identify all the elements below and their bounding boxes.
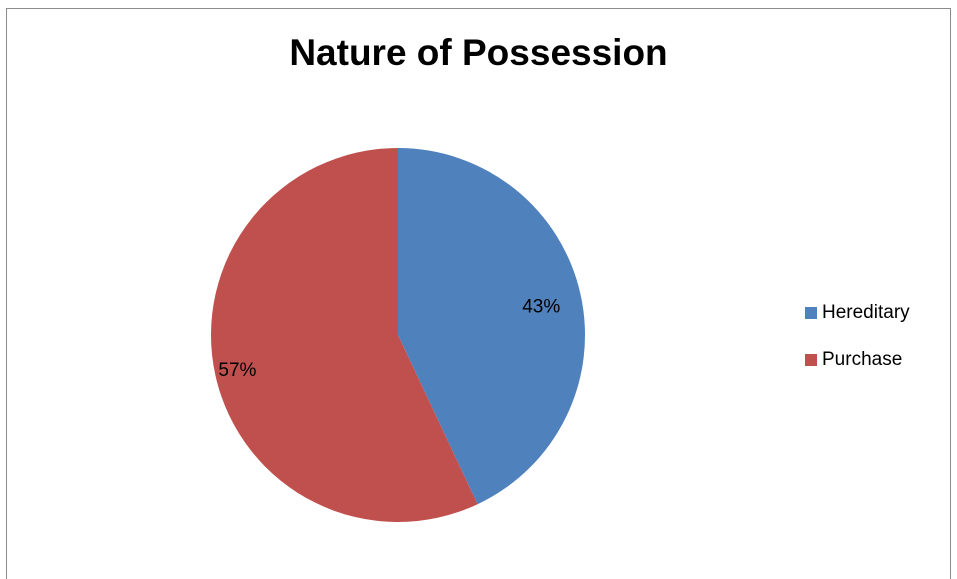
pie-slice-purchase [210, 148, 478, 522]
pie-slice-hereditary [398, 148, 585, 505]
legend-label-hereditary: Hereditary [822, 302, 910, 323]
legend-label-purchase: Purchase [822, 349, 903, 370]
legend-swatch-purchase [805, 354, 817, 366]
legend-item-purchase: Purchase [805, 347, 910, 373]
data-label-purchase: 57% [218, 360, 256, 381]
legend: Hereditary Purchase [805, 300, 910, 394]
legend-swatch-hereditary [805, 307, 817, 319]
data-label-hereditary: 43% [522, 296, 560, 317]
chart-title: Nature of Possession [289, 32, 668, 73]
legend-item-hereditary: Hereditary [805, 300, 910, 326]
